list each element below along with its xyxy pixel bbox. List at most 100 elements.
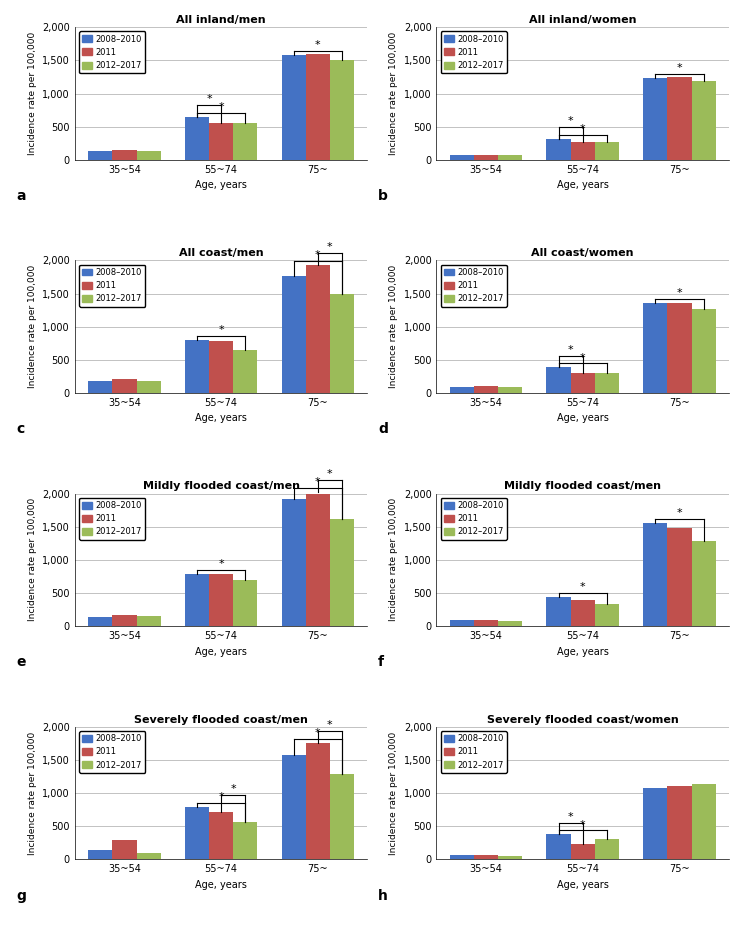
Bar <box>571 600 594 626</box>
Text: *: * <box>218 325 224 336</box>
Bar <box>88 617 112 626</box>
X-axis label: Age, years: Age, years <box>195 647 247 657</box>
Text: *: * <box>676 62 682 73</box>
Text: *: * <box>676 508 682 518</box>
Bar <box>594 604 619 626</box>
Bar <box>112 615 136 626</box>
Text: *: * <box>315 251 321 260</box>
Bar <box>667 528 691 626</box>
Title: All coast/men: All coast/men <box>179 248 263 258</box>
Bar <box>233 822 257 859</box>
Bar <box>209 812 233 859</box>
Bar <box>691 309 716 393</box>
Bar <box>330 519 354 626</box>
Bar <box>136 854 161 859</box>
Bar <box>691 541 716 626</box>
Bar <box>571 373 594 393</box>
Bar <box>209 123 233 160</box>
Bar <box>330 294 354 393</box>
Bar <box>185 340 209 393</box>
Bar <box>233 123 257 160</box>
Bar <box>547 834 571 859</box>
Bar <box>667 786 691 859</box>
Bar <box>474 155 498 160</box>
Bar <box>498 155 522 160</box>
Legend: 2008–2010, 2011, 2012–2017: 2008–2010, 2011, 2012–2017 <box>79 265 145 307</box>
Bar <box>594 840 619 859</box>
Text: *: * <box>218 792 224 802</box>
Title: All inland/women: All inland/women <box>529 15 636 25</box>
Bar <box>88 151 112 160</box>
X-axis label: Age, years: Age, years <box>557 180 609 190</box>
Title: Mildly flooded coast/men: Mildly flooded coast/men <box>504 481 661 491</box>
Text: *: * <box>580 352 586 363</box>
Title: All coast/women: All coast/women <box>531 248 634 258</box>
Text: *: * <box>568 345 574 354</box>
Y-axis label: Incidence rate per 100,000: Incidence rate per 100,000 <box>389 499 398 622</box>
Text: *: * <box>580 124 586 134</box>
Bar <box>185 807 209 859</box>
Bar <box>691 81 716 160</box>
X-axis label: Age, years: Age, years <box>195 180 247 190</box>
Bar <box>330 61 354 160</box>
Bar <box>112 378 136 393</box>
Bar <box>450 387 474 393</box>
Text: *: * <box>327 720 333 730</box>
Legend: 2008–2010, 2011, 2012–2017: 2008–2010, 2011, 2012–2017 <box>79 32 145 74</box>
Bar <box>667 303 691 393</box>
Bar <box>112 840 136 859</box>
Text: *: * <box>568 812 574 821</box>
Bar <box>209 574 233 626</box>
Bar <box>643 303 667 393</box>
Bar <box>185 116 209 160</box>
Bar <box>112 150 136 160</box>
Legend: 2008–2010, 2011, 2012–2017: 2008–2010, 2011, 2012–2017 <box>440 265 507 307</box>
Bar <box>306 54 330 160</box>
Bar <box>306 265 330 393</box>
Text: g: g <box>16 888 26 902</box>
Bar <box>667 77 691 160</box>
Bar <box>643 788 667 859</box>
Text: *: * <box>580 582 586 593</box>
Text: a: a <box>16 189 26 203</box>
Y-axis label: Incidence rate per 100,000: Incidence rate per 100,000 <box>28 732 36 855</box>
Bar <box>88 381 112 393</box>
Bar <box>474 620 498 626</box>
Text: *: * <box>218 559 224 569</box>
Bar <box>450 155 474 160</box>
Bar <box>547 139 571 160</box>
Legend: 2008–2010, 2011, 2012–2017: 2008–2010, 2011, 2012–2017 <box>79 498 145 540</box>
Bar <box>498 622 522 626</box>
Bar <box>136 616 161 626</box>
Text: *: * <box>315 728 321 738</box>
Bar <box>185 574 209 626</box>
Title: Severely flooded coast/women: Severely flooded coast/women <box>487 715 679 724</box>
Bar <box>594 142 619 160</box>
X-axis label: Age, years: Age, years <box>195 880 247 890</box>
Text: *: * <box>676 288 682 298</box>
Legend: 2008–2010, 2011, 2012–2017: 2008–2010, 2011, 2012–2017 <box>440 32 507 74</box>
X-axis label: Age, years: Age, years <box>195 414 247 423</box>
X-axis label: Age, years: Age, years <box>557 880 609 890</box>
X-axis label: Age, years: Age, years <box>557 414 609 423</box>
Bar <box>233 350 257 393</box>
Bar <box>306 743 330 859</box>
Bar <box>498 387 522 393</box>
Text: *: * <box>327 242 333 253</box>
Bar <box>233 581 257 626</box>
Legend: 2008–2010, 2011, 2012–2017: 2008–2010, 2011, 2012–2017 <box>440 731 507 773</box>
Bar <box>474 387 498 393</box>
Text: *: * <box>327 469 333 479</box>
Y-axis label: Incidence rate per 100,000: Incidence rate per 100,000 <box>389 265 398 389</box>
Text: f: f <box>378 655 384 669</box>
Text: *: * <box>315 477 321 487</box>
Text: *: * <box>206 94 212 104</box>
Text: *: * <box>218 103 224 112</box>
Bar <box>136 381 161 393</box>
Text: *: * <box>568 116 574 126</box>
Title: Mildly flooded coast/men: Mildly flooded coast/men <box>143 481 300 491</box>
Text: c: c <box>16 422 25 436</box>
Bar <box>474 855 498 859</box>
Title: All inland/men: All inland/men <box>176 15 266 25</box>
Y-axis label: Incidence rate per 100,000: Incidence rate per 100,000 <box>28 265 36 389</box>
